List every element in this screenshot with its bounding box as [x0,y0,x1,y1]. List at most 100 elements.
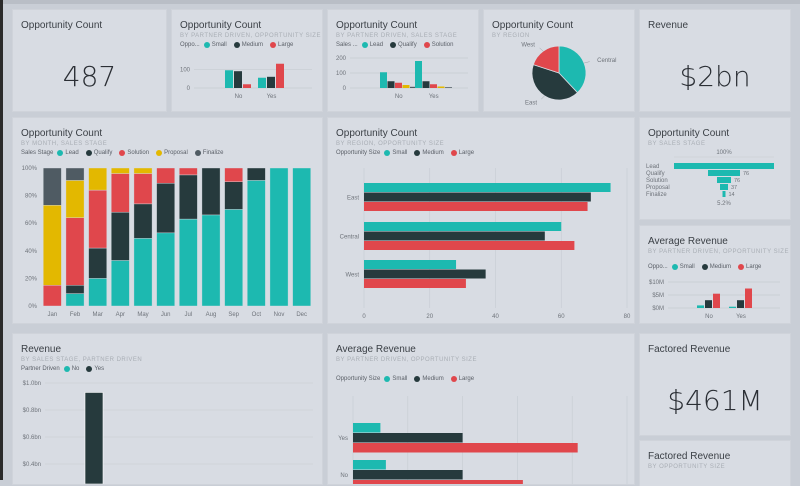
tile-revenue-stage-partner[interactable]: Revenue BY SALES STAGE, PARTNER DRIVEN P… [13,334,322,484]
legend-dot-icon [390,42,397,48]
bar-proposal [402,85,410,88]
legend-item-large[interactable]: Large [738,264,761,270]
tile-avg-rev-small[interactable]: Average Revenue BY PARTNER DRIVEN, OPPOR… [640,226,790,323]
pie-leader-line [539,47,544,52]
y-tick-label: $0M [652,306,664,312]
bar-segment-solution [111,173,130,213]
bar-segment-qualify [179,174,198,220]
legend-item-medium[interactable]: Medium [414,150,444,156]
tile-subtitle: BY OPPORTUNITY SIZE [648,464,726,470]
funnel-bar-lead [674,163,774,169]
pie-slice-east [531,64,579,101]
tile-opportunity-count-card[interactable]: Opportunity Count 487 [13,10,166,111]
legend-dot-icon [738,264,745,270]
bar-segment-qualify [247,167,266,181]
tile-subtitle: BY REGION [492,33,530,39]
legend-dot-icon [156,150,163,156]
tile-factored-revenue-card[interactable]: Factored Revenue $461M [640,334,790,435]
bar-segment-qualify [65,285,85,294]
legend-item-yes[interactable]: Yes [86,366,104,372]
legend-item-large[interactable]: Large [450,376,474,382]
x-tick-label: Mar [92,312,102,318]
tile-subtitle: BY SALES STAGE, PARTNER DRIVEN [21,357,143,363]
tile-title: Revenue [21,344,62,355]
window-top-border [0,0,800,4]
legend-item-no[interactable]: No [63,366,79,372]
bar-qualify [387,81,395,88]
tile-avg-rev-large[interactable]: Average Revenue BY PARTNER DRIVEN, OPPOR… [328,334,634,484]
tile-title: Opportunity Count [648,128,730,139]
legend-item-medium[interactable]: Medium [233,42,263,48]
y-tick-label: Central [340,234,359,240]
x-tick-label: Yes [429,94,439,100]
bar-medium [364,192,591,202]
bar-segment-proposal [133,167,153,174]
y-tick-label: 20% [25,276,38,282]
legend-item-large[interactable]: Large [270,42,293,48]
bar-small [364,222,562,231]
funnel-bar-finalize [722,191,726,197]
legend-dot-icon [119,150,126,156]
funnel-value-label: 76 [743,171,749,177]
legend-item-solution[interactable]: Solution [423,42,453,48]
legend-item-qualify[interactable]: Qualify [390,42,417,48]
bar-large [364,202,588,211]
legend-item-proposal[interactable]: Proposal [156,150,188,156]
pie-slice-central [558,45,587,94]
funnel-bottom-label: 5.2% [717,201,731,207]
bar-large [364,241,575,250]
bar-segment-qualify [156,182,175,234]
legend-item-small[interactable]: Small [203,42,227,48]
y-tick-label: 200 [336,56,347,62]
tile-factored-revenue-size[interactable]: Factored Revenue BY OPPORTUNITY SIZE [640,441,790,486]
x-tick-label: Feb [70,312,81,318]
tile-opp-partner-size[interactable]: Opportunity Count BY PARTNER DRIVEN, OPP… [172,10,322,111]
chart-opp-month-stage: 0% 20% 40% 60% 80% 100% Jan Feb Mar Apr May Jun Jul A… [22,166,311,318]
tile-revenue-card[interactable]: Revenue $2bn [640,10,790,111]
bar-segment-solution [156,167,175,184]
tile-subtitle: BY PARTNER DRIVEN, OPPORTUNITY SIZE [180,33,321,39]
chart-opp-partner-stage: 0 100 200 No Yes [336,56,468,100]
bar-segment-proposal [65,180,85,218]
tile-title: Factored Revenue [648,451,731,462]
bar-finalize [445,87,452,88]
legend-item-qualify[interactable]: Qualify [85,150,112,156]
legend-item-medium[interactable]: Medium [701,264,731,270]
y-tick-label: $10M [649,280,664,286]
y-tick-label: 0 [343,86,347,92]
legend-title: Partner Driven [21,366,60,372]
bar-segment-lead [111,260,130,307]
legend-item-lead[interactable]: Lead [57,150,79,156]
legend-item-solution[interactable]: Solution [119,150,149,156]
x-tick-label: Apr [116,312,125,318]
chart-legend: Opportunity Size Small Medium Large [336,376,477,382]
legend-item-small[interactable]: Small [384,376,407,382]
tile-opp-region-pie[interactable]: Opportunity Count BY REGION Central East W… [484,10,634,111]
legend-item-medium[interactable]: Medium [414,376,444,382]
funnel-category-label: Finalize [646,192,667,198]
y-tick-label: Yes [338,436,348,442]
legend-item-small[interactable]: Small [671,264,695,270]
chart-legend: Sales Stage Lead Qualify Solution Propos… [21,150,226,156]
bar-large [364,279,466,288]
bar-large [243,84,251,88]
bar-large [353,443,578,453]
tile-opp-partner-stage[interactable]: Opportunity Count BY PARTNER DRIVEN, SAL… [328,10,478,111]
bar-medium [737,300,744,308]
tile-opp-month-stage[interactable]: Opportunity Count BY MONTH, SALES STAGE … [13,118,322,323]
bar-finalize [410,86,417,88]
funnel-category-label: Proposal [646,185,670,191]
tile-opp-funnel[interactable]: Opportunity Count BY SALES STAGE 100% Lea… [640,118,790,219]
bar-proposal [437,86,445,88]
pie-leader-line [584,61,590,64]
legend-item-finalize[interactable]: Finalize [194,150,223,156]
legend-item-large[interactable]: Large [450,150,474,156]
bar-lead [415,61,422,88]
bar-large [276,63,284,88]
x-tick-label: No [235,94,243,100]
tile-title: Revenue [648,20,689,31]
legend-item-lead[interactable]: Lead [361,42,383,48]
legend-item-small[interactable]: Small [384,150,407,156]
legend-dot-icon [450,376,457,382]
tile-opp-region-size[interactable]: Opportunity Count BY REGION, OPPORTUNITY… [328,118,634,323]
